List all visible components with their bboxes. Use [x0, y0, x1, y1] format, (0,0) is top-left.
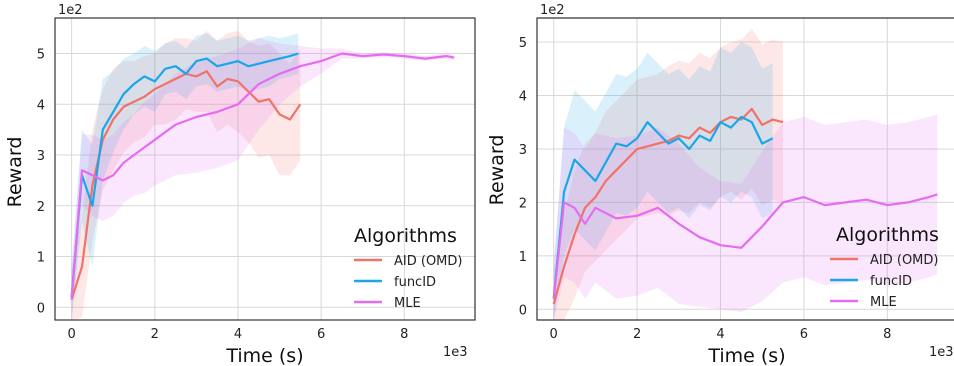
right-y-tick-label: 0	[519, 303, 527, 318]
left-y-tick-label: 1	[37, 251, 45, 266]
right-y-tick-label: 1	[519, 250, 527, 265]
right-line-funcid	[552, 115, 774, 299]
left-plot-area	[55, 18, 475, 320]
left-legend-label: funcID	[394, 275, 436, 290]
left-line-funcid	[70, 52, 299, 298]
left-x-tick-label: 8	[400, 327, 408, 342]
left-line-mle	[70, 52, 455, 300]
left-x-tick-label: 4	[234, 327, 242, 342]
left-x-exponent: 1e3	[443, 345, 468, 360]
right-x-tick-label: 0	[550, 327, 558, 342]
left-grid	[55, 18, 475, 320]
left-y-axis-label: Reward	[4, 137, 26, 208]
right-plot-area	[537, 18, 954, 320]
left-tick-labels: 0 2 4 6 8 0 1 2 3 4 5	[37, 48, 409, 342]
left-legend-label: MLE	[394, 296, 421, 311]
right-y-tick-label: 3	[519, 143, 527, 158]
left-x-axis-label: Time (s)	[225, 345, 303, 366]
left-chart-panel: 0 2 4 6 8 0 1 2 3 4 5 1e2 1e3 Time (s) Reward Algo…	[4, 3, 476, 366]
left-series-lines	[70, 52, 455, 301]
left-y-tick-label: 5	[37, 48, 45, 63]
left-y-tick-label: 4	[37, 98, 45, 113]
right-band-aid-omd-	[553, 28, 783, 320]
left-y-tick-label: 0	[37, 301, 45, 316]
right-legend-label: funcID	[870, 274, 912, 289]
right-y-tick-label: 5	[519, 36, 527, 51]
right-y-tick-label: 4	[519, 90, 527, 105]
right-grid	[537, 18, 954, 320]
right-chart-panel: 0 2 4 6 8 0 1 2 3 4 5 1e2 1e3 Time (s) Reward Algo…	[486, 3, 954, 366]
left-x-tick-label: 6	[317, 327, 325, 342]
left-band-mle	[71, 38, 455, 321]
right-tick-labels: 0 2 4 6 8 0 1 2 3 4 5	[519, 36, 892, 342]
right-y-axis-label: Reward	[486, 135, 508, 206]
left-x-tick-label: 2	[151, 327, 159, 342]
right-x-tick-label: 4	[716, 327, 724, 342]
left-x-tick-label: 0	[67, 327, 75, 342]
right-x-tick-label: 6	[800, 327, 808, 342]
right-line-aid-omd-	[552, 107, 784, 305]
right-series-lines	[552, 107, 938, 305]
right-band-funcid	[553, 42, 773, 320]
left-legend: Algorithms AID (OMD) funcID MLE	[354, 225, 462, 311]
left-y-exponent: 1e2	[58, 3, 83, 18]
left-legend-title: Algorithms	[354, 225, 457, 247]
right-legend-title: Algorithms	[836, 224, 939, 246]
right-bands	[553, 28, 938, 320]
right-x-axis-label: Time (s)	[707, 345, 785, 366]
right-legend: Algorithms AID (OMD) funcID MLE	[830, 224, 939, 310]
right-legend-label: MLE	[870, 295, 897, 310]
right-legend-label: AID (OMD)	[870, 253, 938, 268]
right-plot-frame	[536, 17, 954, 321]
left-y-tick-label: 2	[37, 200, 45, 215]
right-line-mle	[552, 193, 938, 299]
left-legend-label: AID (OMD)	[394, 254, 462, 269]
right-x-exponent: 1e3	[929, 345, 954, 360]
right-x-tick-label: 2	[633, 327, 641, 342]
right-y-exponent: 1e2	[540, 3, 565, 18]
left-band-aid-omd-	[71, 30, 301, 320]
right-band-mle	[553, 114, 938, 320]
right-x-tick-label: 8	[883, 327, 891, 342]
left-y-tick-label: 3	[37, 149, 45, 164]
right-y-tick-label: 2	[519, 196, 527, 211]
left-plot-frame	[54, 17, 476, 321]
